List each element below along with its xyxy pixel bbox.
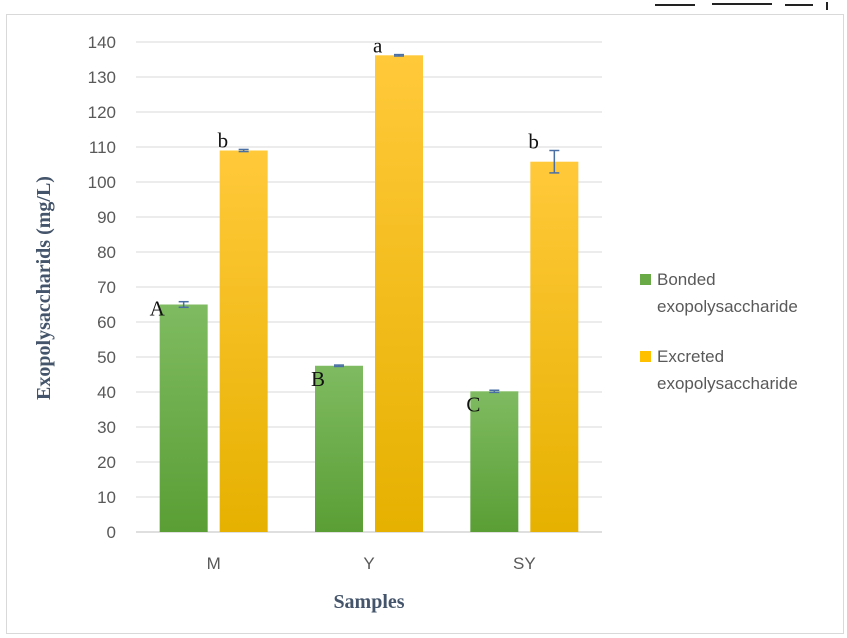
bar-bonded-m <box>159 304 208 532</box>
y-axis-ticks: 0 10 20 30 40 50 60 70 80 90 100 110 120 130 140 <box>88 33 116 542</box>
y-tick-label: 40 <box>97 383 116 402</box>
legend-label: exopolysaccharide <box>657 374 798 393</box>
y-tick-label: 10 <box>97 488 116 507</box>
significance-letter: a <box>373 34 383 58</box>
legend-label: exopolysaccharide <box>657 297 798 316</box>
bars: Ab Ba Cb <box>150 34 579 533</box>
y-tick-label: 140 <box>88 33 116 52</box>
significance-letter: C <box>466 392 480 416</box>
significance-letter: b <box>218 128 229 152</box>
y-tick-label: 120 <box>88 103 116 122</box>
bar-excreted-y <box>375 55 423 533</box>
y-tick-label: 80 <box>97 243 116 262</box>
x-tick-label: Y <box>363 554 374 573</box>
x-tick-label: M <box>207 554 221 573</box>
significance-letter: A <box>150 297 166 321</box>
significance-letter: b <box>528 130 539 154</box>
bar-bonded-y <box>315 365 363 532</box>
legend: Bonded exopolysaccharide Excreted exopolysa… <box>640 270 798 393</box>
y-axis-label: Exopolysaccharids (mg/L) <box>33 176 55 400</box>
cropped-header-text <box>0 0 847 14</box>
y-tick-label: 30 <box>97 418 116 437</box>
bar-excreted-sy <box>530 161 579 532</box>
bar-bonded-sy <box>470 391 519 532</box>
legend-label: Bonded <box>657 270 716 289</box>
x-tick-label: SY <box>513 554 536 573</box>
y-tick-label: 90 <box>97 208 116 227</box>
y-tick-label: 60 <box>97 313 116 332</box>
y-tick-label: 110 <box>89 138 116 157</box>
y-tick-label: 70 <box>97 278 116 297</box>
y-tick-label: 20 <box>97 453 116 472</box>
gridlines <box>136 41 602 533</box>
y-tick-label: 130 <box>88 68 116 87</box>
legend-swatch <box>640 351 651 362</box>
cropped-text-fragments <box>655 2 828 10</box>
y-tick-label: 50 <box>97 348 116 367</box>
x-axis-label: Samples <box>333 591 404 613</box>
bar-excreted-m <box>219 150 268 532</box>
legend-swatch <box>640 274 651 285</box>
legend-label: Excreted <box>657 347 724 366</box>
y-tick-label: 100 <box>88 173 116 192</box>
y-tick-label: 0 <box>107 523 116 542</box>
chart-frame <box>6 14 844 634</box>
x-axis-ticks: M Y SY <box>207 554 536 573</box>
significance-letter: B <box>311 367 325 391</box>
